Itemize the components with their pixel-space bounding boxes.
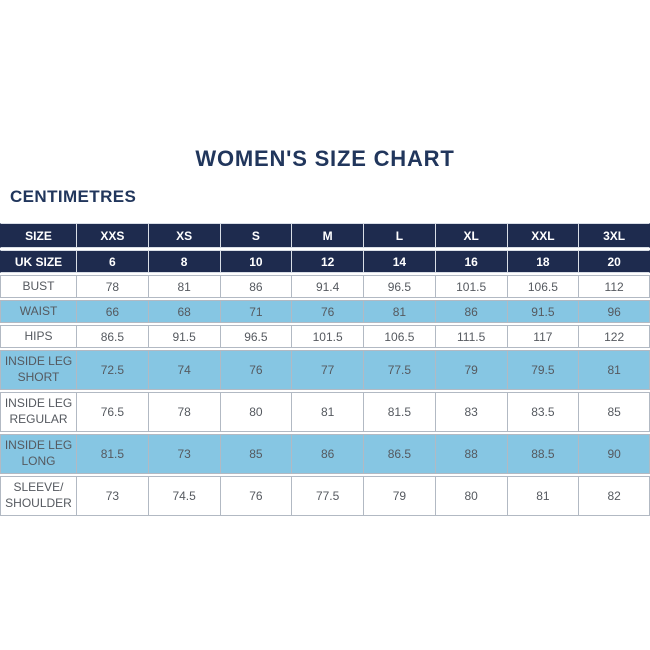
row-inside-leg-long-value-xxs: 81.5 — [76, 434, 148, 474]
row-sleeve-shoulder-value-3xl: 82 — [578, 476, 650, 516]
row-waist-value-xl: 86 — [434, 300, 507, 323]
size-header-row-value-3xl: 3XL — [578, 223, 650, 248]
row-inside-leg-regular-value-3xl: 85 — [578, 392, 650, 432]
row-bust-value-l: 96.5 — [363, 275, 435, 298]
size-header-row-value-xxs: XXS — [76, 223, 148, 248]
row-inside-leg-regular-value-m: 81 — [291, 392, 363, 432]
row-waist-value-xs: 68 — [147, 300, 220, 323]
uk-size-row-label: UK SIZE — [0, 250, 76, 273]
size-header-row: SIZE XXS XS S M L XL XXL 3XL — [0, 223, 650, 248]
row-inside-leg-regular-value-l: 81.5 — [363, 392, 435, 432]
row-inside-leg-short: INSIDE LEG SHORT 72.5 74 76 77 77.5 79 79.5 81 — [0, 350, 650, 390]
uk-size-row: UK SIZE 6 8 10 12 14 16 18 20 — [0, 250, 650, 273]
row-bust-value-3xl: 112 — [578, 275, 650, 298]
row-inside-leg-short-value-xs: 74 — [147, 350, 220, 390]
size-chart-body: BUST 78 81 86 91.4 96.5 101.5 106.5 112 WAIST 66 68… — [0, 275, 650, 516]
units-label: CENTIMETRES — [10, 187, 137, 206]
uk-size-row-value-3xl: 20 — [578, 250, 650, 273]
size-chart-head: SIZE XXS XS S M L XL XXL 3XL UK SIZE 6 8 10 12 14 16 18 2… — [0, 223, 650, 273]
row-waist-value-s: 71 — [219, 300, 292, 323]
row-inside-leg-short-value-xxs: 72.5 — [76, 350, 148, 390]
row-inside-leg-short-value-xl: 79 — [434, 350, 507, 390]
row-inside-leg-long-value-xs: 73 — [147, 434, 220, 474]
row-inside-leg-long: INSIDE LEG LONG 81.5 73 85 86 86.5 88 88.5 90 — [0, 434, 650, 474]
row-hips-value-s: 96.5 — [219, 325, 292, 348]
row-bust-label: BUST — [0, 275, 76, 298]
uk-size-row-value-xs: 8 — [147, 250, 220, 273]
row-sleeve-shoulder-value-xs: 74.5 — [147, 476, 220, 516]
row-waist-value-m: 76 — [291, 300, 363, 323]
row-waist-label: WAIST — [0, 300, 76, 323]
size-chart-table: SIZE XXS XS S M L XL XXL 3XL UK SIZE 6 8 10 12 14 16 18 2… — [0, 221, 650, 518]
row-sleeve-shoulder: SLEEVE/ SHOULDER 73 74.5 76 77.5 79 80 81 82 — [0, 476, 650, 516]
row-inside-leg-long-label: INSIDE LEG LONG — [0, 434, 76, 474]
row-hips-value-m: 101.5 — [291, 325, 363, 348]
row-hips-value-xl: 111.5 — [434, 325, 507, 348]
row-bust-value-xxl: 106.5 — [506, 275, 579, 298]
row-inside-leg-short-value-s: 76 — [219, 350, 292, 390]
row-inside-leg-long-value-l: 86.5 — [363, 434, 435, 474]
row-inside-leg-short-value-l: 77.5 — [363, 350, 435, 390]
uk-size-row-value-l: 14 — [363, 250, 435, 273]
size-header-row-value-xl: XL — [434, 223, 507, 248]
size-header-row-value-m: M — [291, 223, 363, 248]
row-inside-leg-regular: INSIDE LEG REGULAR 76.5 78 80 81 81.5 83 83.5 85 — [0, 392, 650, 432]
uk-size-row-value-xxl: 18 — [506, 250, 579, 273]
row-inside-leg-long-value-xxl: 88.5 — [506, 434, 579, 474]
row-sleeve-shoulder-value-xxl: 81 — [506, 476, 579, 516]
row-sleeve-shoulder-value-l: 79 — [363, 476, 435, 516]
row-inside-leg-short-label: INSIDE LEG SHORT — [0, 350, 76, 390]
row-inside-leg-regular-value-s: 80 — [219, 392, 292, 432]
row-inside-leg-long-value-s: 85 — [219, 434, 292, 474]
row-sleeve-shoulder-value-s: 76 — [219, 476, 292, 516]
size-header-row-value-l: L — [363, 223, 435, 248]
row-bust-value-s: 86 — [219, 275, 292, 298]
page-title: WOMEN'S SIZE CHART — [195, 146, 455, 171]
size-header-row-label: SIZE — [0, 223, 76, 248]
row-waist-value-3xl: 96 — [578, 300, 650, 323]
row-waist-value-xxs: 66 — [76, 300, 148, 323]
row-bust-value-xs: 81 — [147, 275, 220, 298]
row-inside-leg-long-value-3xl: 90 — [578, 434, 650, 474]
row-hips-value-l: 106.5 — [363, 325, 435, 348]
row-inside-leg-regular-value-xxs: 76.5 — [76, 392, 148, 432]
row-hips: HIPS 86.5 91.5 96.5 101.5 106.5 111.5 117 122 — [0, 325, 650, 348]
row-waist: WAIST 66 68 71 76 81 86 91.5 96 — [0, 300, 650, 323]
row-bust-value-xxs: 78 — [76, 275, 148, 298]
row-hips-value-xxl: 117 — [506, 325, 579, 348]
uk-size-row-value-m: 12 — [291, 250, 363, 273]
row-inside-leg-regular-value-xs: 78 — [147, 392, 220, 432]
row-inside-leg-long-value-m: 86 — [291, 434, 363, 474]
row-inside-leg-short-value-xxl: 79.5 — [506, 350, 579, 390]
row-inside-leg-regular-value-xl: 83 — [434, 392, 507, 432]
row-inside-leg-short-value-m: 77 — [291, 350, 363, 390]
row-bust-value-m: 91.4 — [291, 275, 363, 298]
uk-size-row-value-xl: 16 — [434, 250, 507, 273]
row-inside-leg-long-value-xl: 88 — [434, 434, 507, 474]
row-hips-value-xxs: 86.5 — [76, 325, 148, 348]
uk-size-row-value-xxs: 6 — [76, 250, 148, 273]
size-header-row-value-xxl: XXL — [506, 223, 579, 248]
size-header-row-value-xs: XS — [147, 223, 220, 248]
row-sleeve-shoulder-label: SLEEVE/ SHOULDER — [0, 476, 76, 516]
row-inside-leg-short-value-3xl: 81 — [578, 350, 650, 390]
row-hips-value-xs: 91.5 — [147, 325, 220, 348]
size-header-row-value-s: S — [219, 223, 292, 248]
row-sleeve-shoulder-value-xl: 80 — [434, 476, 507, 516]
row-bust: BUST 78 81 86 91.4 96.5 101.5 106.5 112 — [0, 275, 650, 298]
row-waist-value-l: 81 — [363, 300, 435, 323]
row-waist-value-xxl: 91.5 — [506, 300, 579, 323]
row-inside-leg-regular-value-xxl: 83.5 — [506, 392, 579, 432]
row-inside-leg-regular-label: INSIDE LEG REGULAR — [0, 392, 76, 432]
row-hips-label: HIPS — [0, 325, 76, 348]
row-bust-value-xl: 101.5 — [434, 275, 507, 298]
uk-size-row-value-s: 10 — [219, 250, 292, 273]
row-sleeve-shoulder-value-m: 77.5 — [291, 476, 363, 516]
row-hips-value-3xl: 122 — [578, 325, 650, 348]
row-sleeve-shoulder-value-xxs: 73 — [76, 476, 148, 516]
